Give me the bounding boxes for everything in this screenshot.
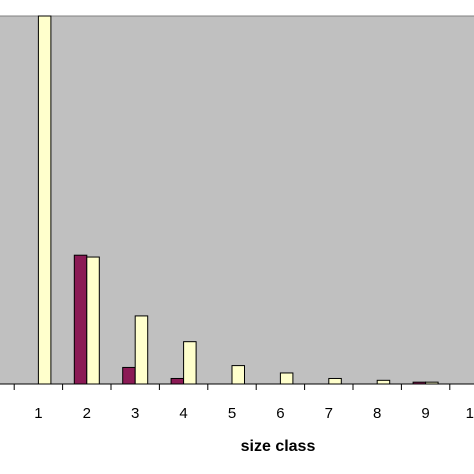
x-tick-label-10: 10 (466, 405, 474, 422)
x-tick-label-4: 4 (179, 405, 187, 422)
x-tick-label-9: 9 (421, 405, 429, 422)
bar-series2-7 (328, 377, 342, 385)
bar-series2-4 (183, 341, 197, 385)
bar-series2-3 (134, 315, 149, 385)
x-axis-title: size class (241, 438, 316, 455)
bar-series2-6 (279, 372, 294, 385)
x-tick-label-5: 5 (228, 405, 236, 422)
bar-series2-8 (376, 379, 391, 385)
x-tick-labels-group: 1234567891011 (34, 405, 474, 422)
bar-series1-2 (73, 254, 88, 385)
x-tick-label-6: 6 (276, 405, 284, 422)
x-tick-label-1: 1 (34, 405, 42, 422)
x-ticks-group (13, 384, 451, 390)
plot-area (0, 15, 474, 385)
bars-group (37, 15, 439, 385)
bar-series2-5 (231, 365, 245, 385)
bar-series2-2 (86, 256, 100, 385)
bar-series1-4 (170, 377, 185, 385)
x-tick-label-7: 7 (325, 405, 333, 422)
x-tick-label-3: 3 (131, 405, 139, 422)
bar-series2-1 (37, 15, 52, 385)
x-tick-label-8: 8 (373, 405, 381, 422)
x-tick-label-2: 2 (83, 405, 91, 422)
bar-series1-3 (122, 366, 136, 385)
